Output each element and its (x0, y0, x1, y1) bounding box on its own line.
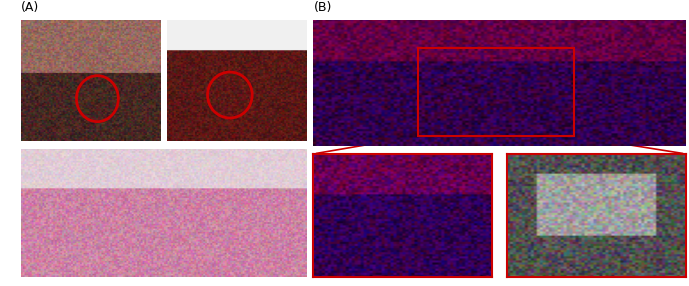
Bar (418, 48, 574, 136)
Text: (A): (A) (21, 1, 39, 14)
Text: (B): (B) (313, 1, 332, 14)
